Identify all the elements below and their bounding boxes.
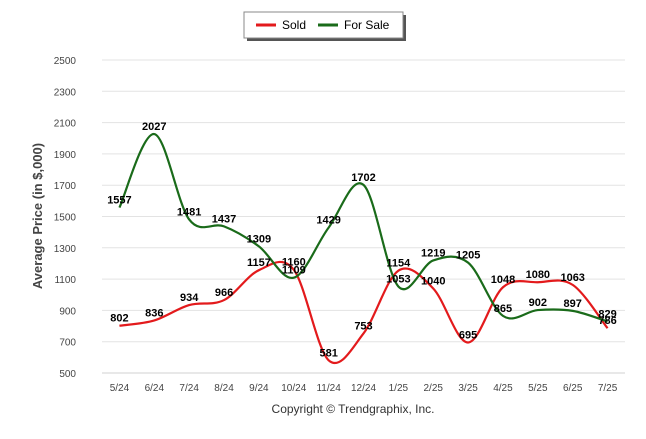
x-tick-label: 4/25 (493, 383, 513, 394)
data-label: 1429 (316, 215, 340, 227)
data-label: 695 (459, 329, 477, 341)
x-tick-label: 2/25 (423, 383, 443, 394)
data-label: 829 (598, 309, 616, 321)
x-tick-label: 7/24 (179, 383, 199, 394)
grid-lines (102, 59, 625, 374)
data-label: 1437 (212, 213, 236, 225)
y-tick-label: 1700 (54, 181, 77, 192)
data-label: 1109 (282, 265, 306, 277)
legend-label: For Sale (344, 18, 390, 32)
data-label: 2027 (142, 121, 166, 133)
data-label: 934 (180, 292, 199, 304)
legend-label: Sold (282, 18, 306, 32)
data-label: 1309 (247, 233, 271, 245)
data-label: 1160 (282, 257, 306, 269)
data-label: 836 (145, 307, 163, 319)
y-tick-label: 1100 (54, 275, 76, 286)
series-line-for-sale (118, 132, 608, 323)
y-tick-label: 700 (59, 338, 76, 349)
y-tick-label: 900 (59, 306, 76, 317)
x-tick-label: 5/25 (528, 383, 548, 394)
data-labels: 802 836 934 966 1157 1160 581 753 1154 1040 695 104… (107, 121, 617, 359)
x-tick-label: 7/25 (598, 383, 618, 394)
copyright-text: Copyright © Trendgraphix, Inc. (272, 402, 435, 416)
x-tick-label: 10/24 (281, 383, 306, 394)
legend: Sold For Sale (243, 11, 406, 41)
y-tick-label: 2300 (54, 87, 77, 98)
data-label: 1154 (386, 258, 411, 270)
x-tick-label: 6/25 (563, 383, 583, 394)
data-label: 966 (215, 287, 233, 299)
data-label: 1040 (421, 275, 445, 287)
y-tick-label: 500 (59, 369, 76, 380)
y-tick-label: 1900 (54, 150, 77, 161)
data-label: 1048 (491, 274, 515, 286)
y-axis-title: Average Price (in $,000) (30, 143, 45, 289)
x-tick-label: 12/24 (351, 383, 376, 394)
data-label: 902 (529, 297, 547, 309)
data-label: 786 (598, 315, 616, 327)
y-tick-label: 2500 (54, 56, 77, 67)
y-tick-label: 2100 (54, 119, 77, 130)
data-label: 865 (494, 303, 512, 315)
x-tick-label: 9/24 (249, 383, 269, 394)
x-tick-label: 3/25 (458, 383, 478, 394)
data-label: 581 (319, 347, 337, 359)
y-tick-label: 1500 (54, 213, 77, 224)
series-line-sold (119, 260, 609, 364)
data-label: 1481 (177, 206, 201, 218)
y-axis-ticks: 500 700 900 1100 1300 1500 1700 1900 2100 2300 250… (54, 56, 77, 380)
data-label: 1063 (560, 272, 584, 284)
data-label: 1053 (386, 273, 410, 285)
x-tick-label: 8/24 (214, 383, 234, 394)
y-tick-label: 1300 (54, 244, 77, 255)
data-label: 1557 (107, 195, 131, 207)
data-label: 1157 (247, 257, 271, 269)
data-label: 753 (354, 320, 372, 332)
data-label: 802 (110, 313, 128, 325)
x-tick-label: 1/25 (389, 383, 409, 394)
data-label: 1205 (456, 250, 480, 262)
x-tick-label: 11/24 (316, 383, 341, 394)
data-label: 897 (564, 298, 582, 310)
x-axis-ticks: 5/24 6/24 7/24 8/24 9/24 10/24 11/24 12/24 1/25 2… (110, 383, 618, 394)
data-label: 1080 (526, 269, 550, 281)
series-lines (118, 132, 609, 364)
x-tick-label: 6/24 (145, 383, 165, 394)
data-label: 1702 (351, 172, 375, 184)
data-label: 1219 (421, 247, 445, 259)
x-tick-label: 5/24 (110, 383, 130, 394)
